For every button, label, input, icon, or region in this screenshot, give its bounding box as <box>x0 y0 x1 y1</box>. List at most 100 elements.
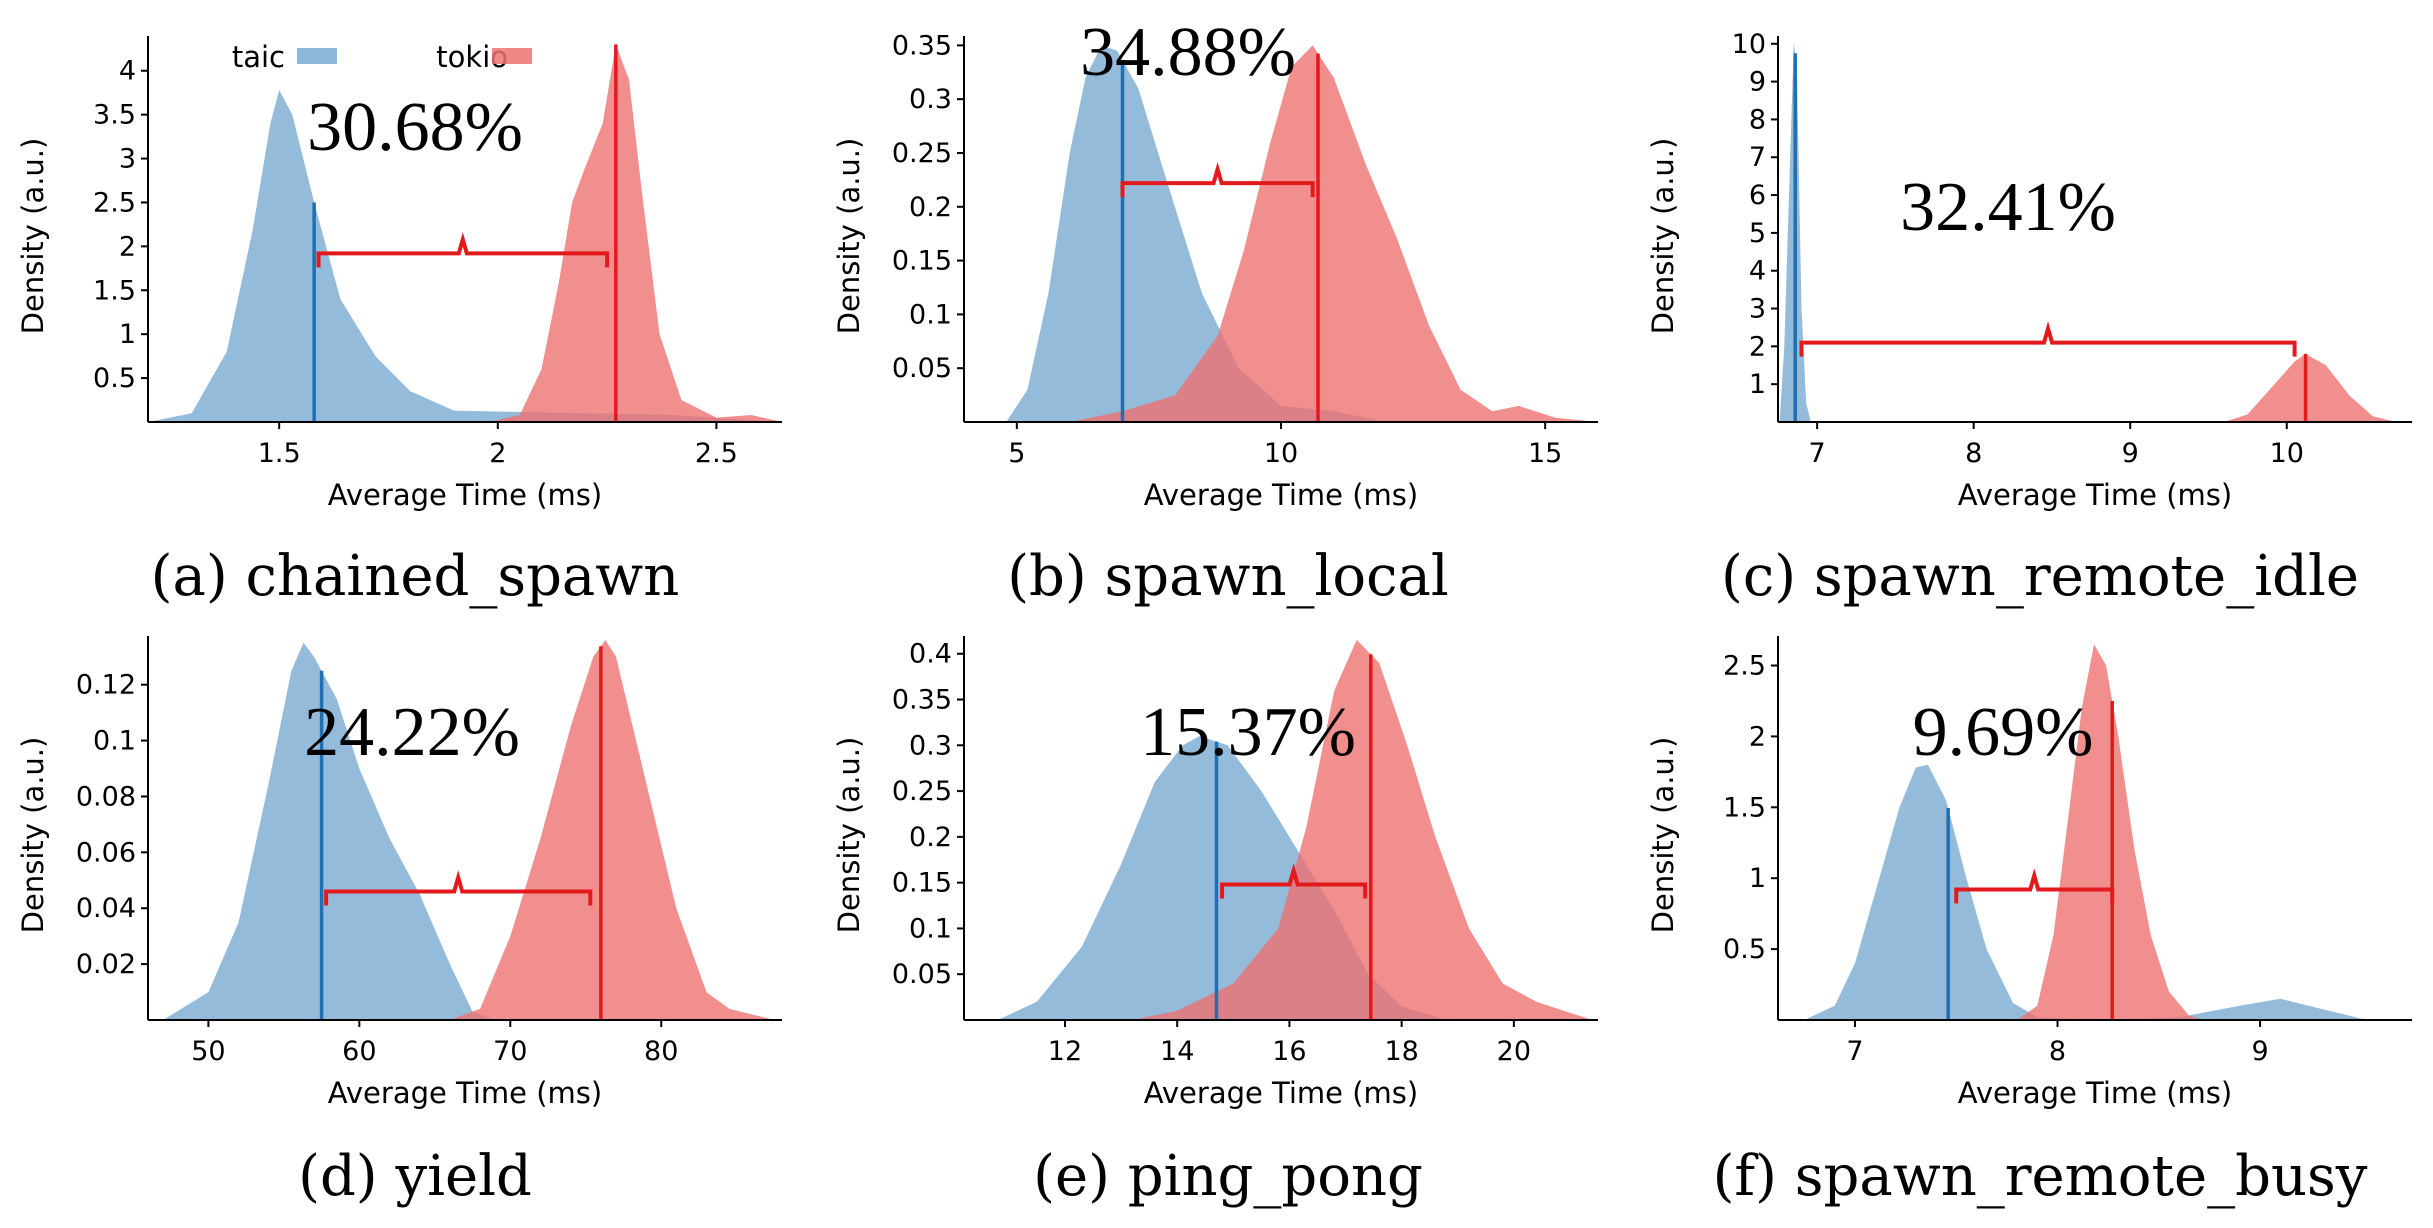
y-tick-label: 1 <box>1749 863 1766 894</box>
y-axis-title: Density (a.u.) <box>832 737 866 934</box>
x-tick-label: 80 <box>644 1036 678 1067</box>
improvement-bracket <box>1120 161 1315 198</box>
improvement-percentage: 9.69% <box>1913 694 2094 771</box>
y-tick-label: 0.1 <box>93 726 136 757</box>
y-tick-label: 5 <box>1749 218 1766 249</box>
tokio-density-area <box>2017 644 2204 1020</box>
improvement-percentage: 30.68% <box>307 89 523 166</box>
x-tick-label: 2.5 <box>695 438 738 469</box>
y-tick-label: 3 <box>119 144 136 175</box>
subfigure-caption: (e) ping_pong <box>1033 1144 1423 1209</box>
improvement-bracket <box>1799 321 2297 357</box>
y-tick-label: 2.5 <box>1723 651 1766 682</box>
y-tick-label: 1 <box>1749 369 1766 400</box>
x-tick-label: 70 <box>493 1036 527 1067</box>
y-tick-label: 0.35 <box>892 30 952 61</box>
improvement-bracket <box>1220 863 1368 899</box>
chart-panel-4: 24.22% 50 60 70 80 0.02 0.04 0.06 0.08 0.1 0.12 Ave… <box>16 636 782 1209</box>
x-axis-title: Average Time (ms) <box>1144 478 1418 512</box>
y-tick-label: 0.25 <box>892 776 952 807</box>
y-tick-label: 0.02 <box>76 949 136 980</box>
x-axis-title: Average Time (ms) <box>328 1076 602 1110</box>
x-axis-title: Average Time (ms) <box>1958 478 2232 512</box>
y-tick-label: 0.3 <box>909 730 952 761</box>
y-tick-label: 0.12 <box>76 670 136 701</box>
y-axis-title: Density (a.u.) <box>832 138 866 335</box>
x-tick-label: 10 <box>1264 438 1298 469</box>
legend-swatch-taic <box>297 48 337 64</box>
y-tick-label: 0.1 <box>909 299 952 330</box>
tokio-density-area <box>449 640 775 1020</box>
tokio-density-area <box>2224 353 2397 422</box>
y-tick-label: 2 <box>1749 721 1766 752</box>
x-tick-label: 18 <box>1384 1036 1418 1067</box>
y-tick-label: 0.5 <box>93 363 136 394</box>
x-tick-label: 9 <box>2251 1036 2268 1067</box>
subfigure-caption: (f) spawn_remote_busy <box>1713 1144 2368 1209</box>
x-tick-label: 10 <box>2270 438 2304 469</box>
y-tick-label: 0.2 <box>909 192 952 223</box>
y-tick-label: 2 <box>119 231 136 262</box>
improvement-percentage: 32.41% <box>1900 169 2116 246</box>
x-tick-label: 14 <box>1160 1036 1194 1067</box>
improvement-percentage: 24.22% <box>304 694 520 771</box>
x-tick-label: 7 <box>1846 1036 1863 1067</box>
tokio-density-area <box>489 44 782 422</box>
taic-density-area <box>148 90 782 422</box>
y-axis-title: Density (a.u.) <box>1646 138 1680 335</box>
legend: taic tokio <box>232 40 532 74</box>
y-tick-label: 1.5 <box>93 275 136 306</box>
x-tick-label: 8 <box>2049 1036 2066 1067</box>
taic-density-area <box>163 642 782 1020</box>
y-tick-label: 6 <box>1749 180 1766 211</box>
y-tick-label: 0.05 <box>892 353 952 384</box>
y-tick-label: 3.5 <box>93 100 136 131</box>
y-axis-title: Density (a.u.) <box>16 737 50 934</box>
x-axis-title: Average Time (ms) <box>1958 1076 2232 1110</box>
y-tick-label: 3 <box>1749 294 1766 325</box>
chart-panel-6: 9.69% 7 8 9 0.5 1 1.5 2 2.5 Average Time (ms) Dens… <box>1646 636 2412 1209</box>
y-tick-label: 1 <box>119 319 136 350</box>
y-tick-label: 4 <box>1749 256 1766 287</box>
tokio-density-area <box>1132 640 1593 1020</box>
y-tick-label: 7 <box>1749 142 1766 173</box>
y-tick-label: 0.4 <box>909 639 952 670</box>
improvement-percentage: 34.88% <box>1080 14 1296 91</box>
x-tick-label: 9 <box>2122 438 2139 469</box>
x-tick-label: 1.5 <box>258 438 301 469</box>
y-tick-label: 0.1 <box>909 913 952 944</box>
y-tick-label: 1.5 <box>1723 792 1766 823</box>
x-tick-label: 2 <box>489 438 506 469</box>
x-tick-label: 5 <box>1008 438 1025 469</box>
y-axis-title: Density (a.u.) <box>16 138 50 335</box>
improvement-bracket <box>1954 868 2115 904</box>
chart-panel-2: 34.88% 5 10 15 0.05 0.1 0.15 0.2 0.25 0.3 0.35 Aver… <box>832 14 1598 609</box>
x-tick-label: 7 <box>1809 438 1826 469</box>
improvement-bracket <box>324 870 593 906</box>
y-tick-label: 2 <box>1749 331 1766 362</box>
chart-panel-3: 32.41% 7 8 9 10 1 2 3 4 5 6 7 8 9 10 Average Time (ms) D… <box>1646 29 2412 609</box>
improvement-percentage: 15.37% <box>1140 694 1356 771</box>
y-tick-label: 0.05 <box>892 959 952 990</box>
y-tick-label: 0.08 <box>76 781 136 812</box>
x-tick-label: 8 <box>1965 438 1982 469</box>
y-tick-label: 0.25 <box>892 138 952 169</box>
y-tick-label: 0.15 <box>892 868 952 899</box>
y-tick-label: 10 <box>1732 29 1766 60</box>
legend-swatch-tokio <box>492 48 532 64</box>
chart-panel-5: 15.37% 12 14 16 18 20 0.05 0.1 0.15 0.2 0.25 0.3 0.3… <box>832 636 1598 1209</box>
tokio-density-area <box>1069 45 1598 422</box>
y-tick-label: 0.35 <box>892 685 952 716</box>
x-axis-title: Average Time (ms) <box>328 478 602 512</box>
taic-density-area <box>1006 45 1598 422</box>
x-tick-label: 16 <box>1272 1036 1306 1067</box>
x-tick-label: 50 <box>191 1036 225 1067</box>
subfigure-caption: (a) chained_spawn <box>151 544 680 609</box>
improvement-bracket <box>316 232 610 268</box>
subfigure-caption: (b) spawn_local <box>1007 544 1449 609</box>
y-tick-label: 2.5 <box>93 187 136 218</box>
x-tick-label: 20 <box>1497 1036 1531 1067</box>
chart-panel-1: 30.68% 1.5 2 2.5 0.5 1 1.5 2 2.5 3 3.5 4 Average Tim… <box>16 36 782 609</box>
y-axis-title: Density (a.u.) <box>1646 737 1680 934</box>
